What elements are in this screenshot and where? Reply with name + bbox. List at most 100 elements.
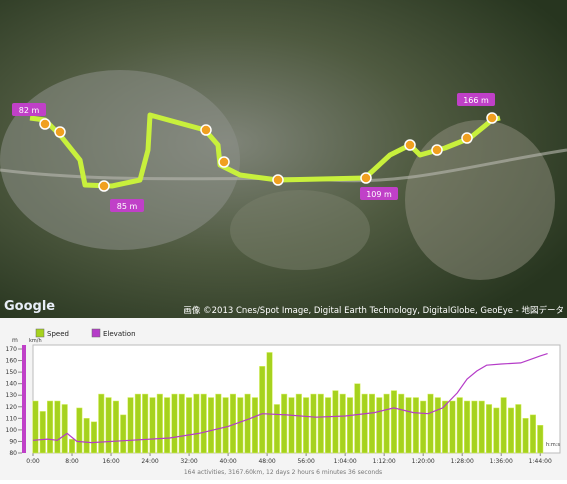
speed-bar xyxy=(332,390,339,454)
legend-swatch xyxy=(35,328,45,338)
flag-label: 85 m xyxy=(117,202,138,211)
y-tick-label: 100 xyxy=(6,427,18,434)
speed-bar xyxy=(61,404,68,454)
speed-bar xyxy=(39,411,46,454)
flag-label: 82 m xyxy=(19,106,40,115)
x-tick-label: 48:00 xyxy=(258,458,275,465)
speed-bar xyxy=(266,352,273,454)
elevation-axis-strip xyxy=(22,345,26,453)
speed-bar xyxy=(464,400,471,454)
speed-bar xyxy=(456,397,463,454)
chart: Speed Elevation m km/h h:m:s 80 90 100 110 120 130… xyxy=(6,328,561,476)
speed-bar xyxy=(390,390,397,454)
elevation-line xyxy=(32,353,548,444)
y-axis-title: m xyxy=(12,337,18,344)
speed-bar xyxy=(127,397,134,454)
x-tick-label: 16:00 xyxy=(102,458,119,465)
speed-bar xyxy=(32,400,39,454)
x-tick-label: 1:28:00 xyxy=(451,458,474,465)
speed-bar xyxy=(295,393,302,454)
x-tick-label: 1:44:00 xyxy=(529,458,552,465)
speed-bar xyxy=(105,397,112,454)
speed-bar xyxy=(303,397,310,454)
speed-bar xyxy=(200,393,207,454)
x-axis-title: h:m:s xyxy=(546,442,560,448)
speed-bar xyxy=(171,393,178,454)
speed-bar xyxy=(500,397,507,454)
speed-bar xyxy=(522,418,529,454)
y-tick-label: 110 xyxy=(6,415,18,422)
speed-bar xyxy=(76,407,83,454)
speed-bar xyxy=(339,393,346,454)
speed-bar xyxy=(310,393,317,454)
speed-bar xyxy=(442,400,449,454)
elevation-flag: 85 m xyxy=(110,199,144,212)
route-markers xyxy=(39,112,498,192)
urban-area xyxy=(0,70,240,250)
speed-bar xyxy=(288,397,295,454)
speed-bar xyxy=(383,393,390,454)
speed-bar xyxy=(449,400,456,454)
speed-bar xyxy=(164,397,171,454)
speed-bar xyxy=(47,400,54,454)
x-tick-label: 56:00 xyxy=(297,458,314,465)
speed-bar xyxy=(281,393,288,454)
speed-bar xyxy=(537,425,544,454)
speed-bar xyxy=(90,421,97,454)
speed-bar xyxy=(361,393,368,454)
speed-bar xyxy=(149,397,156,454)
speed-bar xyxy=(134,393,141,454)
google-logo: Google xyxy=(4,299,55,314)
speed-bar xyxy=(434,397,441,454)
elevation-flag: 166 m xyxy=(457,93,495,106)
speed-bar xyxy=(142,393,149,454)
flag-label: 109 m xyxy=(366,190,392,199)
speed-bar xyxy=(54,400,61,454)
urban-area xyxy=(230,190,370,270)
speed-bar xyxy=(222,397,229,454)
speed-bar xyxy=(420,400,427,454)
speed-bar xyxy=(493,407,500,454)
speed-bar xyxy=(354,383,361,454)
speed-bar xyxy=(251,397,258,454)
speed-bar xyxy=(68,438,76,454)
y-tick-label: 120 xyxy=(6,404,18,411)
elevation-flag: 82 m xyxy=(12,103,46,116)
x-tick-label: 24:00 xyxy=(141,458,158,465)
speed-bar xyxy=(471,400,478,454)
speed-bar xyxy=(273,404,280,454)
legend-label: Elevation xyxy=(103,330,136,338)
x-tick-label: 1:04:00 xyxy=(334,458,357,465)
y-tick-label: 150 xyxy=(6,369,18,376)
speed-bar xyxy=(178,393,185,454)
speed-bar xyxy=(98,393,105,454)
elevation-flag: 109 m xyxy=(360,187,398,200)
legend-label: Speed xyxy=(47,330,69,338)
x-tick-label: 1:36:00 xyxy=(490,458,513,465)
speed-bar xyxy=(529,414,536,454)
speed-bar xyxy=(120,414,127,454)
speed-bar xyxy=(259,366,266,454)
speed-bar xyxy=(193,393,200,454)
map[interactable]: 82 m 85 m 109 m 166 m Google 画像 ©2013 Cn… xyxy=(0,0,567,318)
y-tick-label: 140 xyxy=(6,381,18,388)
speed-bar xyxy=(237,397,244,454)
y-tick-label: 160 xyxy=(6,358,18,365)
y-tick-label: 170 xyxy=(6,346,18,353)
speed-bar xyxy=(427,393,434,454)
speed-bar xyxy=(244,393,251,454)
x-tick-label: 40:00 xyxy=(219,458,236,465)
speed-bar xyxy=(347,397,354,454)
x-tick-label: 32:00 xyxy=(180,458,197,465)
speed-bar xyxy=(156,393,163,454)
x-tick-label: 1:20:00 xyxy=(412,458,435,465)
y-tick-label: 90 xyxy=(9,438,17,445)
speed-bar xyxy=(208,397,215,454)
x-tick-label: 8:00 xyxy=(65,458,79,465)
speed-bar xyxy=(112,400,119,454)
speed-bar xyxy=(83,418,90,454)
speed-bar xyxy=(325,397,332,454)
speed-bar xyxy=(186,397,193,454)
